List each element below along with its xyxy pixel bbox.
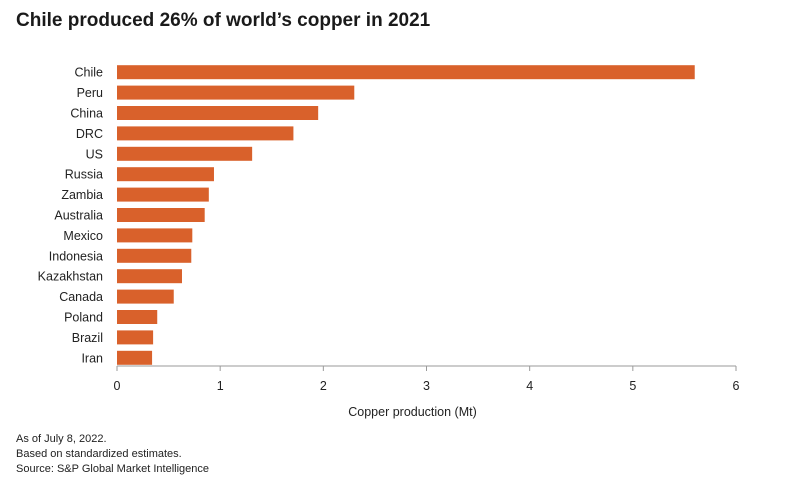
category-label-drc: DRC [76, 127, 103, 141]
chart-notes: As of July 8, 2022. Based on standardize… [16, 432, 209, 477]
bar-mexico [117, 228, 193, 243]
bar-chart: Chile Peru China DRC US Russia Zambia Australia… [38, 65, 740, 419]
bar-chile [117, 65, 695, 80]
bar-drc [117, 126, 294, 141]
bar-iran [117, 350, 153, 365]
category-label-poland: Poland [64, 311, 103, 325]
bar-zambia [117, 187, 209, 202]
x-tick-label-3: 3 [423, 379, 430, 393]
bar-brazil [117, 330, 154, 345]
bar-canada [117, 289, 174, 304]
category-label-mexico: Mexico [63, 229, 103, 243]
bar-kazakhstan [117, 269, 182, 284]
x-tick-label-6: 6 [733, 379, 740, 393]
category-label-zambia: Zambia [61, 188, 103, 202]
category-label-canada: Canada [59, 290, 103, 304]
bar-china [117, 106, 319, 120]
bar-peru [117, 85, 355, 100]
bar-australia [117, 208, 205, 222]
category-label-russia: Russia [65, 168, 103, 182]
note-method: Based on standardized estimates. [16, 448, 182, 460]
bar-us [117, 146, 253, 161]
note-source: Source: S&P Global Market Intelligence [16, 463, 210, 475]
x-tick-label-1: 1 [217, 379, 224, 393]
note-date: As of July 8, 2022. [16, 433, 107, 445]
x-tick-label-5: 5 [629, 379, 636, 393]
bar-poland [117, 310, 158, 324]
category-label-kazakhstan: Kazakhstan [38, 270, 103, 284]
category-label-china: China [70, 107, 103, 121]
x-tick-label-4: 4 [526, 379, 533, 393]
category-label-chile: Chile [75, 66, 104, 80]
category-label-indonesia: Indonesia [49, 249, 103, 263]
category-label-australia: Australia [54, 209, 103, 223]
x-tick-label-2: 2 [320, 379, 327, 393]
category-label-brazil: Brazil [72, 331, 103, 345]
x-tick-label-0: 0 [114, 379, 121, 393]
category-label-us: US [86, 147, 103, 161]
bar-russia [117, 167, 214, 182]
x-axis-title: Copper production (Mt) [348, 405, 477, 419]
category-label-iran: Iran [81, 351, 103, 365]
chart-title: Chile produced 26% of world’s copper in … [16, 10, 431, 31]
bar-indonesia [117, 248, 192, 263]
category-label-peru: Peru [77, 86, 103, 100]
